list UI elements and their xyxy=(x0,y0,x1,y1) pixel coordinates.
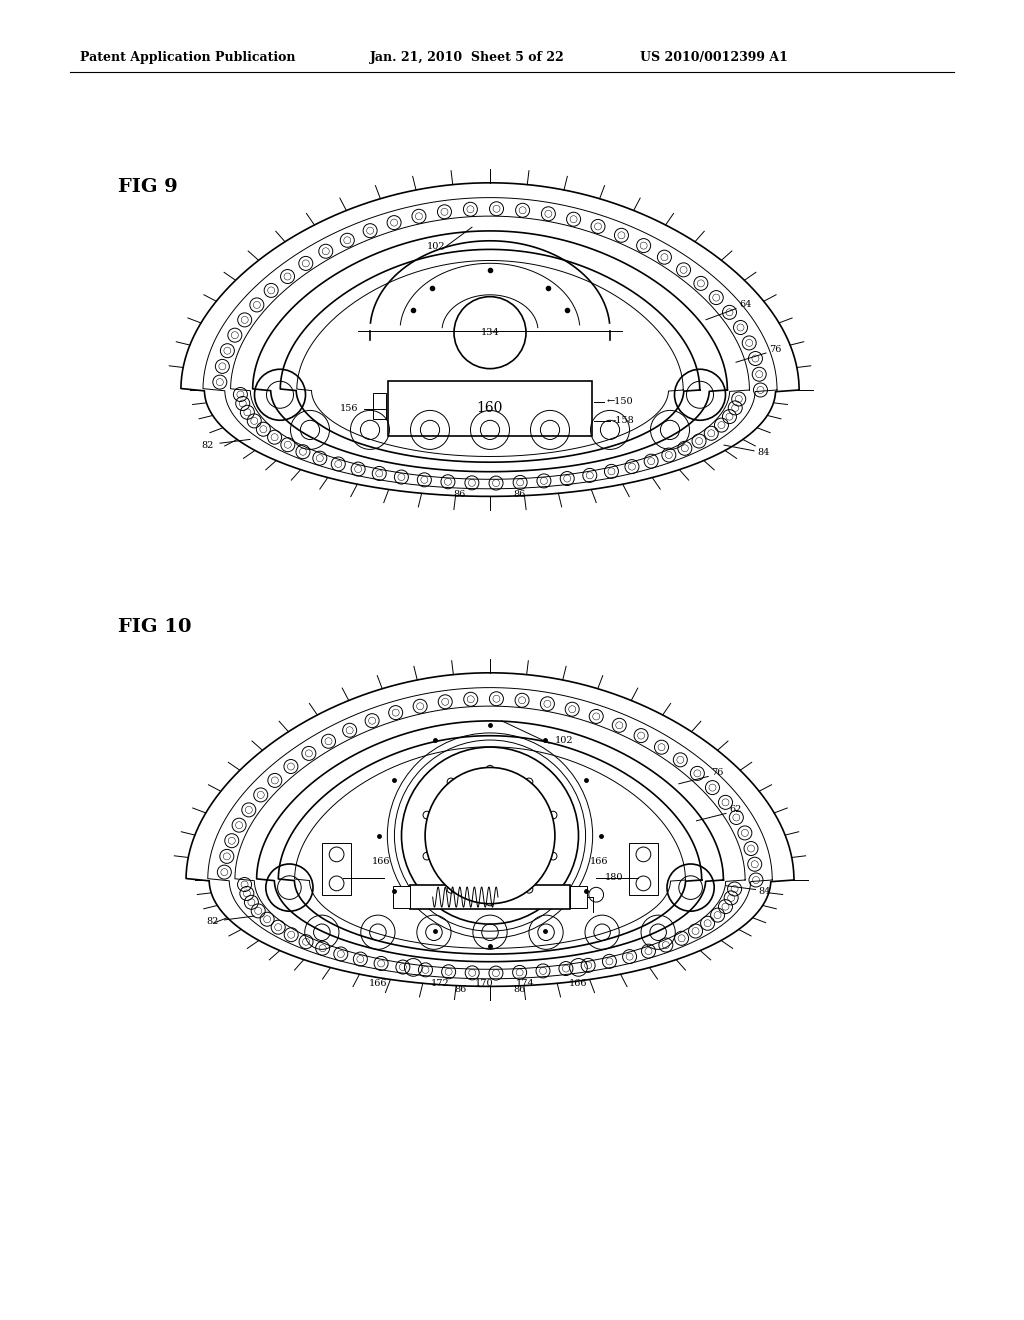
Circle shape xyxy=(401,747,579,924)
Bar xyxy=(411,886,569,909)
Bar xyxy=(392,886,411,908)
Text: 84: 84 xyxy=(757,449,769,457)
Bar xyxy=(322,843,351,895)
Text: 86: 86 xyxy=(514,490,526,499)
Text: 134: 134 xyxy=(480,329,500,337)
Text: 174: 174 xyxy=(516,979,535,989)
Text: 102: 102 xyxy=(555,737,573,744)
Text: 82: 82 xyxy=(202,441,214,450)
Text: 172: 172 xyxy=(430,979,450,989)
Text: 76: 76 xyxy=(769,345,781,354)
Text: 82: 82 xyxy=(206,917,218,927)
Text: 62: 62 xyxy=(729,805,741,814)
Text: Patent Application Publication: Patent Application Publication xyxy=(80,51,296,65)
Ellipse shape xyxy=(425,767,555,904)
Text: 160: 160 xyxy=(477,401,503,416)
Text: FIG 9: FIG 9 xyxy=(118,178,178,195)
Text: 86: 86 xyxy=(454,490,466,499)
Circle shape xyxy=(636,847,651,862)
Text: 170: 170 xyxy=(475,979,494,989)
Text: ←150: ←150 xyxy=(607,397,634,407)
Text: US 2010/0012399 A1: US 2010/0012399 A1 xyxy=(640,51,787,65)
Text: Jan. 21, 2010  Sheet 5 of 22: Jan. 21, 2010 Sheet 5 of 22 xyxy=(370,51,565,65)
Text: 102: 102 xyxy=(427,243,445,251)
Text: 180: 180 xyxy=(605,874,624,882)
Text: 166: 166 xyxy=(590,857,608,866)
Bar xyxy=(373,393,386,418)
Text: 156: 156 xyxy=(340,404,358,413)
Text: -158: -158 xyxy=(613,416,635,425)
Text: 64: 64 xyxy=(739,301,752,309)
Text: 84: 84 xyxy=(759,887,771,896)
Text: 166: 166 xyxy=(372,857,390,866)
Text: 86: 86 xyxy=(455,985,467,994)
Bar xyxy=(629,843,658,895)
Bar xyxy=(569,886,588,908)
Circle shape xyxy=(330,876,344,891)
Circle shape xyxy=(330,847,344,862)
Text: 86: 86 xyxy=(513,985,525,994)
Text: FIG 10: FIG 10 xyxy=(118,618,191,636)
Text: 166: 166 xyxy=(369,979,387,989)
Circle shape xyxy=(636,876,651,891)
Bar xyxy=(388,380,592,436)
Text: 166: 166 xyxy=(569,979,588,989)
Text: 76: 76 xyxy=(712,768,724,777)
